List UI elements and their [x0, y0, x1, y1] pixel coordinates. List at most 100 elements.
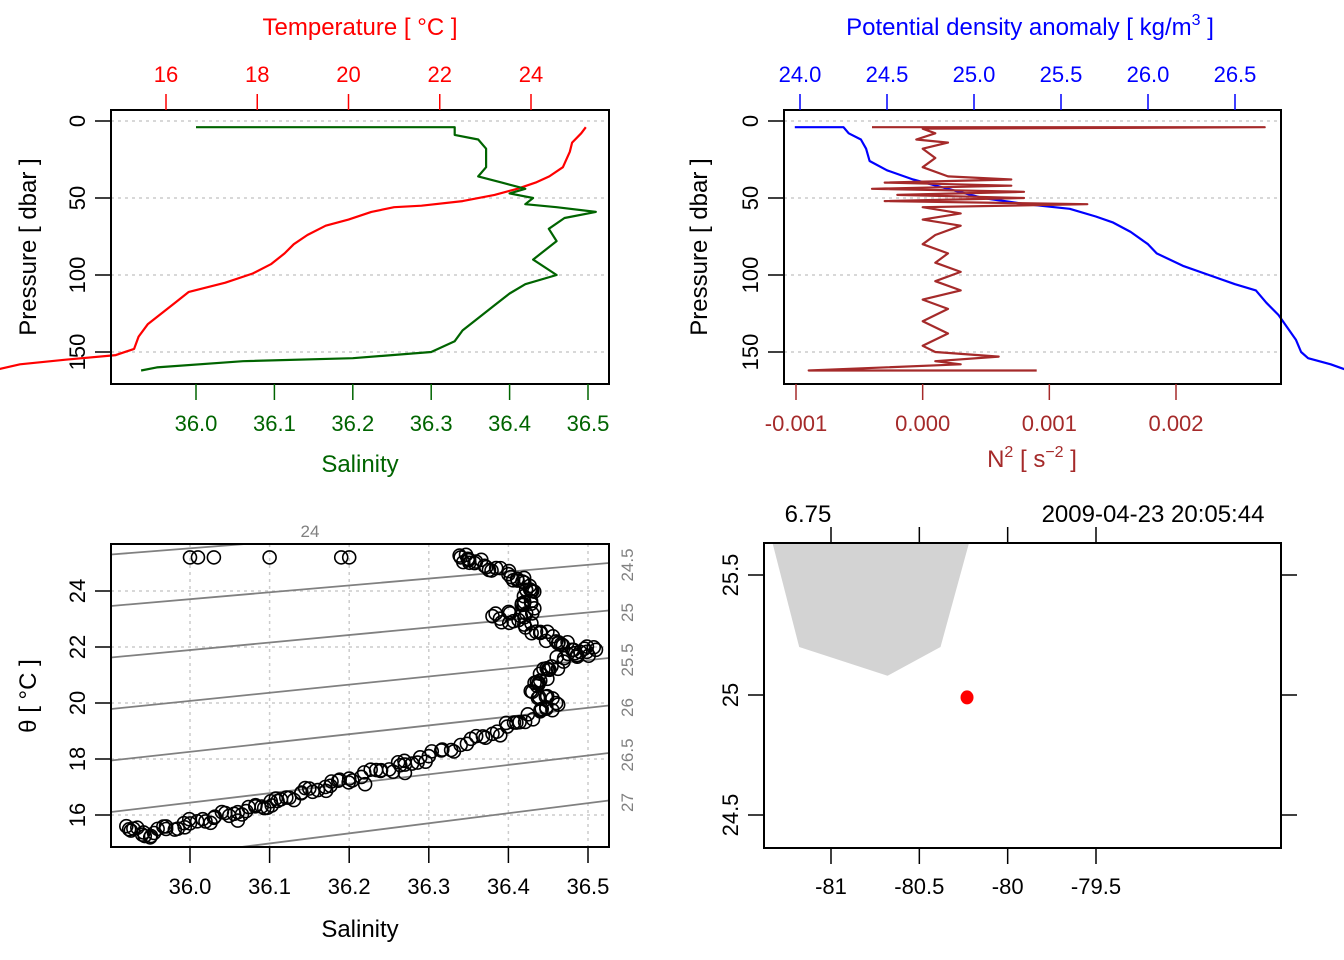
series-potential-density-anomaly-line: [794, 126, 1344, 371]
data-point: [146, 825, 162, 841]
bottom-axis-title: N2 [ s−2 ]: [987, 444, 1077, 473]
bottom-tick-label: 0.002: [1148, 411, 1203, 436]
data-point: [278, 790, 294, 805]
data-point: [506, 613, 521, 629]
map-top-right-label: 2009-04-23 20:05:44: [1042, 501, 1265, 528]
top-axis-title: Temperature [ °C ]: [263, 14, 458, 41]
data-point: [520, 707, 536, 722]
x-tick-label: 36.3: [407, 874, 450, 899]
data-point: [130, 820, 145, 836]
data-point: [493, 560, 508, 576]
data-point: [551, 634, 566, 650]
y-tick-label: 25: [718, 683, 743, 707]
map-top-left-label: 6.75: [785, 501, 832, 528]
data-point: [527, 601, 542, 616]
plot-frame: [110, 543, 610, 848]
data-point: [333, 550, 349, 565]
data-point: [459, 736, 475, 752]
top-tick-label: 24.0: [779, 62, 822, 87]
data-point: [397, 765, 413, 781]
y-tick-label: 0: [65, 115, 90, 127]
panel-density-n2-profile: Potential density anomaly [ kg/m3 ] N2 […: [686, 12, 1344, 473]
data-point: [357, 776, 373, 792]
data-point: [536, 661, 551, 677]
data-point: [302, 781, 317, 796]
panel-temperature-salinity-profile: Temperature [ °C ] Salinity Pressure [ d…: [0, 14, 610, 478]
data-point: [182, 550, 198, 565]
data-point: [481, 562, 497, 578]
bottom-tick-label: 36.5: [567, 411, 610, 436]
y-axis-title: θ [ °C ]: [15, 659, 42, 733]
series-salinity-line: [140, 126, 597, 372]
y-tick-label: 22: [65, 635, 90, 659]
data-point: [341, 550, 357, 565]
data-point: [121, 821, 137, 837]
top-axis-title: Potential density anomaly [ kg/m3 ]: [846, 12, 1214, 41]
bottom-tick-label: 36.4: [488, 411, 531, 436]
y-tick-label: 16: [65, 803, 90, 827]
x-tick-label: -80: [992, 874, 1024, 899]
data-point: [262, 550, 277, 565]
data-point: [579, 639, 595, 654]
isopycnal-label: 27: [618, 793, 637, 812]
y-tick-label: 100: [738, 257, 763, 294]
x-tick-label: -81: [815, 874, 847, 899]
bottom-tick-label: 36.2: [331, 411, 374, 436]
data-point: [123, 823, 139, 838]
data-point: [143, 828, 159, 844]
data-point: [525, 712, 541, 727]
data-point: [206, 550, 222, 565]
y-tick-label: 150: [738, 334, 763, 371]
x-tick-label: 36.5: [567, 874, 610, 899]
data-point: [463, 731, 479, 747]
isopycnal-group: [111, 544, 609, 847]
data-point: [218, 805, 233, 821]
bottom-tick-label: 36.3: [410, 411, 453, 436]
x-tick-label: 36.0: [169, 874, 212, 899]
scatter-points: [119, 547, 604, 845]
y-tick-label: 20: [65, 691, 90, 715]
bottom-tick-label: 0.001: [1022, 411, 1077, 436]
data-point: [494, 614, 509, 630]
data-point: [354, 769, 369, 785]
top-tick-label: 24.5: [866, 62, 909, 87]
isopycnal-label: 25: [618, 603, 637, 622]
top-tick-label: 18: [245, 62, 269, 87]
isopycnal-line: [111, 562, 609, 607]
isopycnal-label: 24.5: [618, 548, 637, 581]
panel-ts-diagram: Salinity θ [ °C ] 24 24.5 25 25.5 26 26.5 27 36…: [15, 522, 637, 943]
data-point: [516, 588, 532, 604]
isopycnal-line: [111, 657, 609, 710]
top-tick-label: 24: [519, 62, 543, 87]
panel-station-map: 6.75 2009-04-23 20:05:44 -81 -80.5 -80 -79.…: [718, 501, 1297, 899]
y-tick-label: 24: [65, 579, 90, 603]
y-tick-label: 150: [65, 334, 90, 371]
x-tick-label: 36.2: [328, 874, 371, 899]
x-tick-label: -80.5: [894, 874, 944, 899]
data-point: [404, 756, 420, 771]
y-tick-label: 18: [65, 747, 90, 771]
data-point: [515, 574, 530, 589]
x-tick-label: 36.1: [248, 874, 291, 899]
data-point: [542, 662, 557, 678]
top-tick-label: 16: [154, 62, 178, 87]
data-point: [489, 724, 505, 739]
top-tick-label: 25.0: [953, 62, 996, 87]
isopycnal-line: [111, 544, 257, 556]
y-axis-title: Pressure [ dbar ]: [686, 158, 713, 335]
data-point: [553, 636, 569, 652]
isopycnal-label: 26: [618, 698, 637, 717]
y-tick-label: 50: [738, 186, 763, 210]
top-tick-label: 26.5: [1214, 62, 1257, 87]
data-point: [517, 714, 533, 730]
station-marker: [960, 690, 974, 705]
data-point: [533, 702, 548, 718]
x-tick-label: 36.4: [487, 874, 530, 899]
bottom-axis-title: Salinity: [321, 451, 398, 478]
bottom-tick-label: -0.001: [765, 411, 827, 436]
top-tick-label: 20: [336, 62, 360, 87]
y-axis-title: Pressure [ dbar ]: [15, 158, 42, 335]
data-point: [581, 648, 596, 664]
bottom-tick-label: 36.1: [253, 411, 296, 436]
isopycnal-line: [111, 704, 609, 762]
